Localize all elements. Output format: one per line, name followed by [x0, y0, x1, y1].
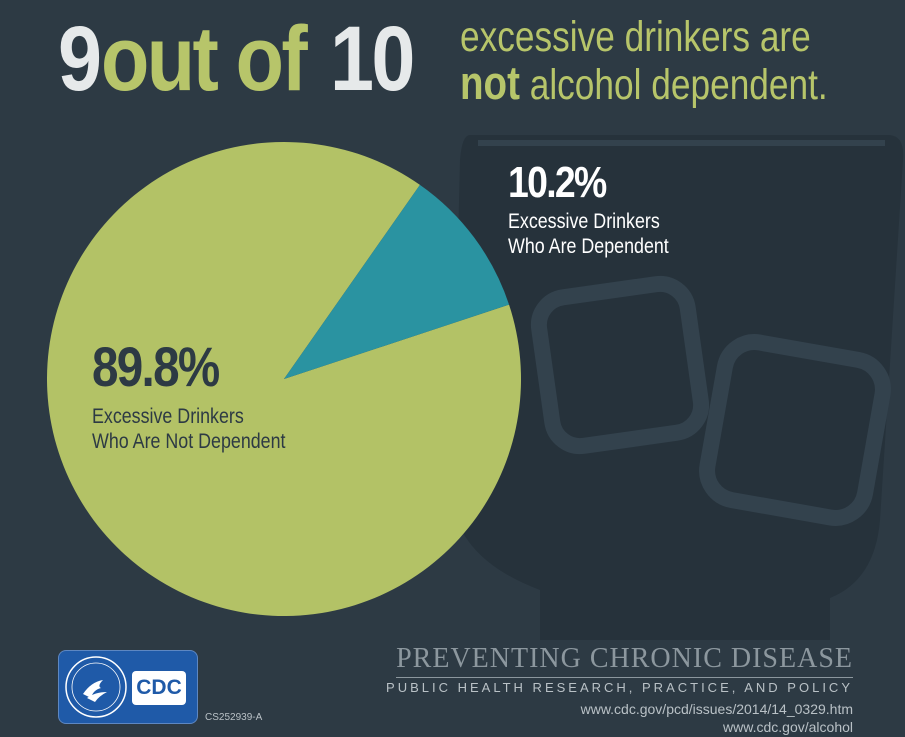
- ice-cube-right: [699, 334, 891, 526]
- headline-out-of: out of: [100, 8, 308, 110]
- headline-ten: 10: [330, 8, 415, 110]
- publication-code: CS252939-A: [205, 712, 263, 723]
- not-dependent-description: Excessive Drinkers Who Are Not Dependent: [92, 404, 285, 454]
- headline-subtitle: excessive drinkers are not alcohol depen…: [460, 14, 828, 108]
- cdc-logo-text: CDC: [132, 671, 186, 705]
- subtitle-emphasis: not: [460, 56, 520, 109]
- dependent-percent-label: 10.2%: [508, 158, 607, 207]
- journal-title: PREVENTING CHRONIC DISEASE: [396, 643, 853, 678]
- not-dependent-description-line-2: Who Are Not Dependent: [92, 430, 286, 453]
- not-dependent-description-line-1: Excessive Drinkers: [92, 405, 244, 428]
- cdc-logo: CDC: [58, 650, 198, 724]
- article-url-link[interactable]: www.cdc.gov/pcd/issues/2014/14_0329.htm: [580, 701, 853, 717]
- dependent-description: Excessive Drinkers Who Are Dependent: [508, 209, 669, 259]
- headline-nine: 9: [58, 8, 102, 110]
- dependent-description-line-2: Who Are Dependent: [508, 235, 669, 258]
- subtitle-rest: alcohol dependent.: [519, 61, 828, 109]
- alcohol-url-link[interactable]: www.cdc.gov/alcohol: [723, 719, 853, 735]
- dependent-description-line-1: Excessive Drinkers: [508, 210, 660, 233]
- ice-cube-left: [530, 275, 710, 455]
- subtitle-line-1: excessive drinkers are: [460, 13, 811, 61]
- hhs-eagle-icon: [65, 656, 127, 718]
- pie-slice-dependent: [284, 184, 510, 379]
- headline: 9 out of: [58, 4, 338, 114]
- not-dependent-percent-label: 89.8%: [92, 335, 220, 398]
- subtitle-line-2: not alcohol dependent.: [460, 59, 828, 109]
- journal-subtitle: PUBLIC HEALTH RESEARCH, PRACTICE, AND PO…: [386, 680, 853, 695]
